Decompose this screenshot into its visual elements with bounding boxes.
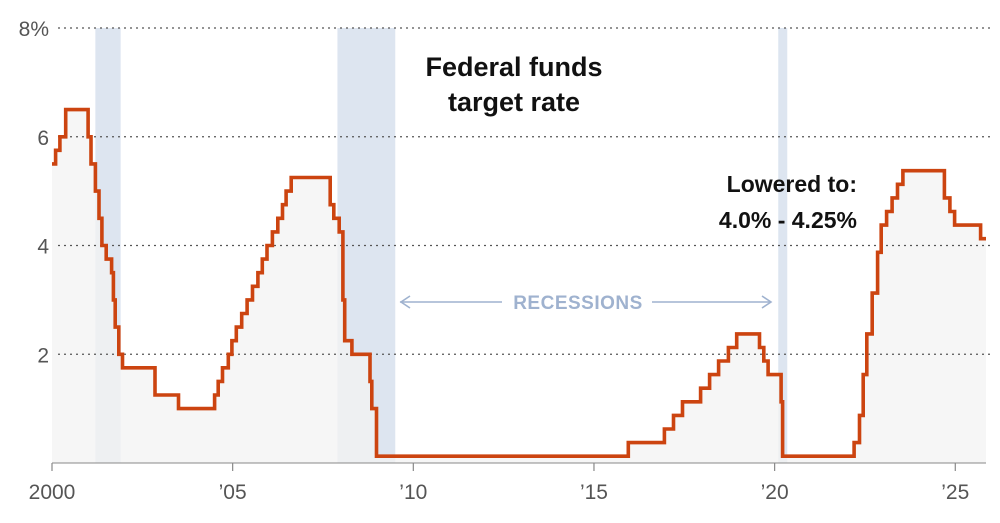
x-tick-label-2000: 2000 [29,481,76,504]
recessions-arrowhead-left [399,295,411,309]
x-axis [51,462,986,471]
x-tick-label-2015: ’15 [580,481,608,504]
recessions-label: RECESSIONS [513,293,643,314]
recession-band-3 [778,28,788,463]
annotation-line-2: 4.0% - 4.25% [719,207,857,233]
x-tick-label-2010: ’10 [399,481,427,504]
y-tick-label-6: 6 [37,127,49,150]
tick-labels: 8% 6 4 2 2000 ’05 ’10 ’15 ’20 ’25 [19,18,970,504]
recessions-callout: RECESSIONS [399,293,773,314]
chart-title-line-2: target rate [448,87,580,117]
recessions-arrowhead-right [761,295,773,309]
rate-line-group [52,107,986,458]
rate-area [52,109,986,463]
rate-line [52,107,986,458]
x-tick-label-2020: ’20 [761,481,789,504]
x-tick-label-2005: ’05 [219,481,247,504]
y-tick-label-2: 2 [37,344,49,367]
annotation-line-1: Lowered to: [727,171,857,197]
x-tick-label-2025: ’25 [941,481,969,504]
rate-area-fill [52,109,986,463]
chart-title-line-1: Federal funds [425,52,602,82]
y-tick-label-4: 4 [37,236,49,259]
y-tick-label-8: 8% [19,18,49,41]
